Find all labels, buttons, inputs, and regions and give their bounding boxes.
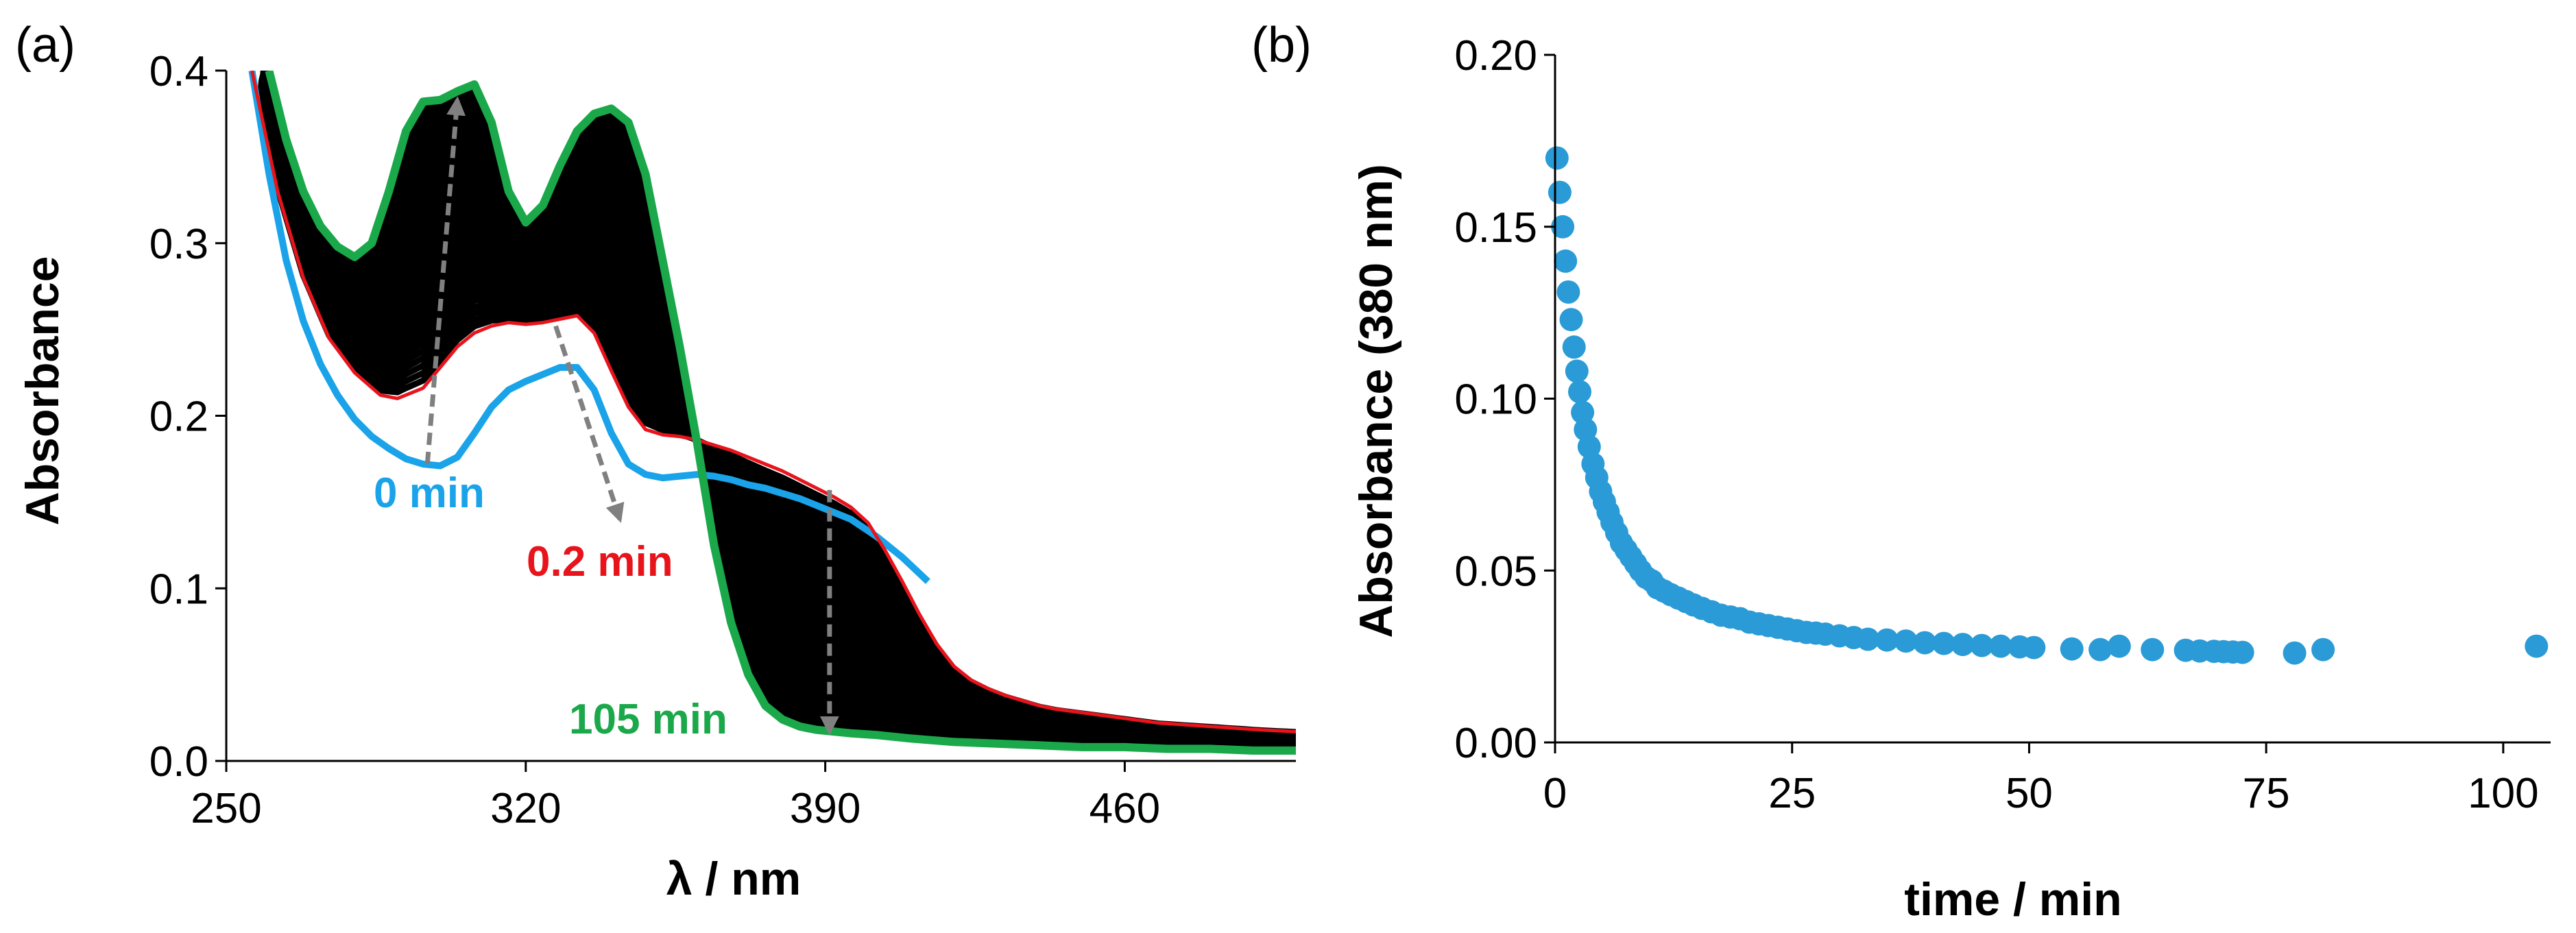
data-point (1913, 631, 1937, 655)
kinetics-x-axis-label: time / min (1904, 873, 2121, 925)
spectra-panel: (a) Absorbance λ / nm 0.0 0.1 0.2 0.3 0.4 250… (15, 18, 1296, 905)
data-point (1951, 633, 1975, 657)
spectra-y-tick-label: 0.4 (149, 48, 208, 95)
kinetics-x-tick-label: 100 (2468, 770, 2538, 817)
kinetics-x-tick-label: 50 (2006, 770, 2053, 817)
label-105-min: 105 min (569, 696, 727, 743)
spectra-y-tick-label: 0.1 (149, 566, 208, 613)
data-point (1568, 380, 1591, 404)
data-point (1556, 280, 1580, 304)
spectra-x-tick-label: 320 (490, 785, 561, 832)
kinetics-y-tick-label: 0.10 (1454, 376, 1537, 424)
data-point (2525, 634, 2549, 658)
data-point (1571, 400, 1595, 424)
spectra-y-tick-label: 0.0 (149, 738, 208, 786)
spectrum-line-0.2-min (250, 71, 1296, 734)
data-point (2283, 641, 2307, 665)
spectra-y-tick-label: 0.3 (149, 221, 208, 268)
data-point (2230, 640, 2254, 664)
dashed-arrow (553, 325, 625, 523)
data-point (2022, 635, 2046, 659)
data-point (1559, 308, 1583, 332)
data-point (2089, 638, 2112, 662)
kinetics-x-tick-label: 25 (1768, 770, 1816, 817)
kinetics-x-tick-label: 75 (2243, 770, 2290, 817)
data-point (1970, 633, 1994, 657)
spectra-plot-area: 0.0 0.1 0.2 0.3 0.4 250 320 390 460 (149, 48, 1296, 832)
spectra-x-axis-label: λ / nm (666, 853, 802, 905)
data-point (1894, 629, 1918, 653)
spectra-y-axis-label: Absorbance (16, 256, 69, 526)
data-point (2311, 638, 2335, 662)
data-point (1545, 146, 1569, 170)
data-point (1548, 180, 1572, 204)
kinetics-y-tick-label: 0.15 (1454, 204, 1537, 252)
data-point (1562, 335, 1586, 359)
spectrum-line-105-min (265, 71, 1296, 755)
kinetics-y-tick-label: 0.05 (1454, 548, 1537, 595)
spectra-x-tick-label: 460 (1090, 785, 1160, 832)
label-0.2-min: 0.2 min (527, 538, 673, 585)
data-point (2141, 638, 2165, 662)
spectra-x-tick-label: 250 (191, 785, 261, 832)
panel-b-label: (b) (1251, 18, 1312, 73)
spectra-y-tick-label: 0.2 (149, 393, 208, 441)
data-point (1565, 359, 1589, 383)
kinetics-x-tick-label: 0 (1543, 770, 1567, 817)
panel-a-label: (a) (15, 18, 75, 73)
kinetics-panel: (b) Absorbance (380 nm) time / min 0.000… (1251, 18, 2551, 925)
spectra-curves (248, 71, 1296, 755)
spectra-x-tick-label: 390 (790, 785, 860, 832)
data-point (1551, 215, 1575, 239)
kinetics-y-tick-label: 0.20 (1454, 32, 1537, 80)
data-point (2060, 637, 2084, 661)
data-point (1856, 627, 1880, 651)
data-point (2107, 634, 2131, 658)
kinetics-plot-area: 0.00 0.05 0.10 0.15 0.20 0 25 50 75 100 (1454, 32, 2551, 817)
data-point (1932, 631, 1955, 655)
kinetics-y-axis-label: Absorbance (380 nm) (1350, 164, 1402, 638)
dashed-arrow (424, 96, 466, 465)
data-point (1875, 628, 1899, 652)
data-point (1988, 634, 2012, 658)
data-point (1554, 249, 1578, 273)
label-0-min: 0 min (374, 470, 485, 517)
kinetics-y-tick-label: 0.00 (1454, 720, 1537, 767)
